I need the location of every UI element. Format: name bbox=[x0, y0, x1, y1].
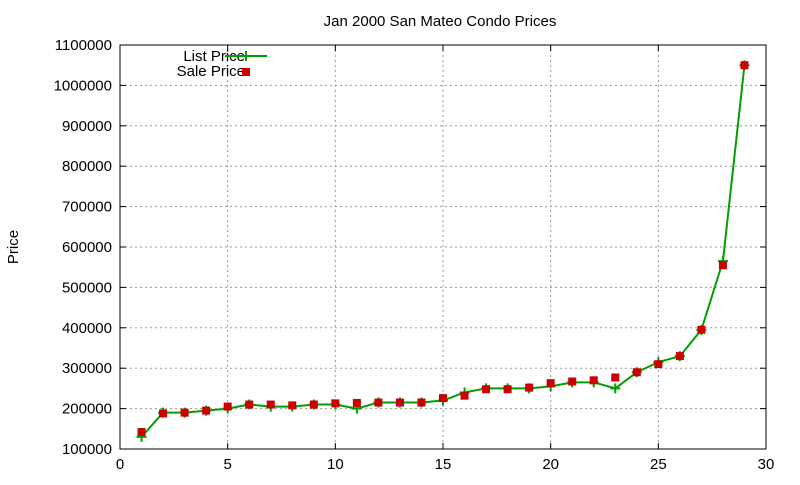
point-sale-price bbox=[611, 373, 620, 382]
legend-marker-sale-price bbox=[242, 68, 250, 76]
y-tick-label: 700000 bbox=[62, 199, 112, 216]
y-tick-label: 200000 bbox=[62, 401, 112, 418]
point-sale-price bbox=[460, 391, 469, 400]
point-sale-price bbox=[632, 368, 641, 377]
legend-marker-list-price bbox=[241, 51, 251, 61]
y-tick-label: 600000 bbox=[62, 239, 112, 256]
chart-title: Jan 2000 San Mateo Condo Prices bbox=[324, 13, 557, 30]
x-axis: 0 5 10 15 20 25 30 bbox=[116, 45, 775, 473]
point-sale-price bbox=[202, 406, 211, 415]
point-sale-price bbox=[180, 408, 189, 417]
y-tick-label: 100000 bbox=[62, 441, 112, 458]
point-sale-price bbox=[740, 61, 749, 70]
x-tick-label: 15 bbox=[435, 456, 452, 473]
point-sale-price bbox=[439, 394, 447, 403]
point-sale-price bbox=[159, 409, 168, 418]
x-tick-label: 25 bbox=[650, 456, 667, 473]
point-sale-price bbox=[374, 398, 383, 407]
point-sale-price bbox=[395, 398, 404, 407]
point-sale-price bbox=[266, 400, 275, 409]
y-tick-label: 500000 bbox=[62, 279, 112, 296]
y-tick-label: 1100000 bbox=[55, 37, 112, 54]
point-sale-price bbox=[546, 379, 555, 388]
point-sale-price bbox=[675, 352, 684, 361]
point-sale-price bbox=[417, 398, 426, 407]
y-axis: 100000 200000 300000 400000 500000 600000 7000… bbox=[54, 37, 766, 458]
point-sale-price bbox=[331, 399, 340, 408]
point-sale-price bbox=[718, 261, 727, 270]
y-tick-label: 1000000 bbox=[54, 77, 112, 94]
point-sale-price bbox=[568, 377, 577, 386]
y-axis-label: Price bbox=[5, 230, 22, 264]
point-sale-price bbox=[654, 360, 663, 369]
legend-label-sale-price: Sale Price bbox=[177, 63, 245, 80]
point-sale-price bbox=[288, 401, 297, 410]
point-sale-price bbox=[697, 325, 706, 334]
point-sale-price bbox=[503, 385, 512, 394]
y-tick-label: 900000 bbox=[62, 118, 112, 135]
point-sale-price bbox=[223, 402, 232, 411]
series-layer bbox=[136, 60, 750, 442]
x-tick-label: 5 bbox=[223, 456, 231, 473]
point-sale-price bbox=[482, 385, 491, 394]
point-list-price bbox=[610, 383, 621, 394]
y-tick-label: 400000 bbox=[62, 320, 112, 337]
point-sale-price bbox=[137, 428, 146, 437]
x-tick-label: 10 bbox=[327, 456, 344, 473]
point-sale-price bbox=[525, 383, 534, 392]
x-tick-label: 0 bbox=[116, 456, 124, 473]
x-tick-label: 20 bbox=[542, 456, 559, 473]
point-sale-price bbox=[589, 376, 598, 385]
y-tick-label: 300000 bbox=[62, 360, 112, 377]
point-sale-price bbox=[309, 400, 318, 409]
legend-label-list-price: List Price bbox=[183, 48, 245, 65]
grid bbox=[120, 45, 766, 449]
point-sale-price bbox=[352, 398, 361, 407]
x-tick-label: 30 bbox=[758, 456, 775, 473]
legend: List Price Sale Price bbox=[177, 48, 267, 80]
y-tick-label: 800000 bbox=[62, 158, 112, 175]
point-sale-price bbox=[245, 400, 254, 409]
